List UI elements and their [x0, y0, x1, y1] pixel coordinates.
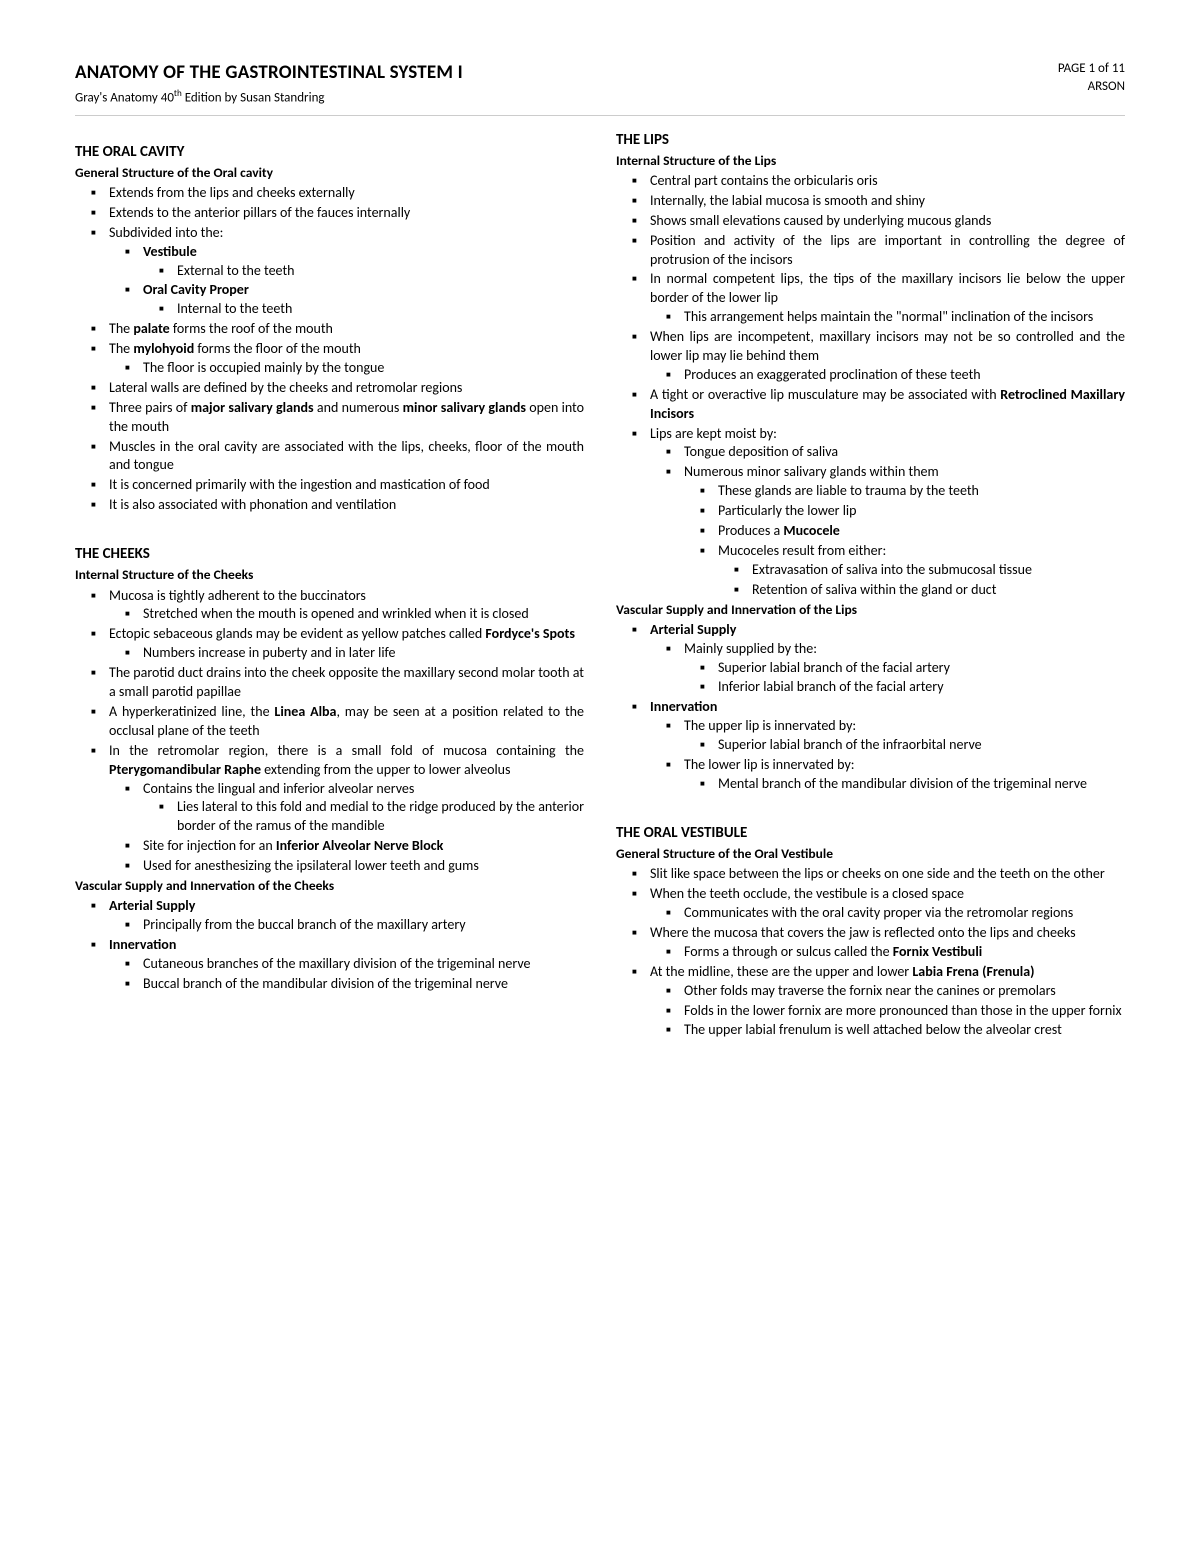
list-item: Folds in the lower fornix are more prono… — [650, 1002, 1125, 1021]
list-item: Mucoceles result from either: Extravasat… — [684, 542, 1125, 600]
list-item: Numbers increase in puberty and in later… — [109, 644, 584, 663]
list-item: The mylohyoid forms the floor of the mou… — [75, 340, 584, 378]
list-item: Extravasation of saliva into the submuco… — [718, 561, 1125, 580]
list-item: Particularly the lower lip — [684, 502, 1125, 521]
list-item: Tongue deposition of saliva — [650, 443, 1125, 462]
page-header: ANATOMY OF THE GASTROINTESTINAL SYSTEM I… — [75, 60, 1125, 116]
content-columns: THE ORAL CAVITY General Structure of the… — [75, 130, 1125, 1048]
list-item: Used for anesthesizing the ipsilateral l… — [109, 857, 584, 876]
list-item: Muscles in the oral cavity are associate… — [75, 438, 584, 476]
list-item: Shows small elevations caused by underly… — [616, 212, 1125, 231]
list-lips-vascular: Arterial Supply Mainly supplied by the: … — [616, 621, 1125, 794]
list-item: Position and activity of the lips are im… — [616, 232, 1125, 270]
list-item: The parotid duct drains into the cheek o… — [75, 664, 584, 702]
section-lips: THE LIPS — [616, 130, 1125, 150]
list-item: The upper labial frenulum is well attach… — [650, 1021, 1125, 1040]
list-item: Principally from the buccal branch of th… — [109, 916, 584, 935]
list-item: Where the mucosa that covers the jaw is … — [616, 924, 1125, 962]
subhead-oral-vestibule: General Structure of the Oral Vestibule — [616, 845, 1125, 863]
list-item: This arrangement helps maintain the "nor… — [650, 308, 1125, 327]
list-item: Lateral walls are defined by the cheeks … — [75, 379, 584, 398]
subhead-oral-cavity: General Structure of the Oral cavity — [75, 164, 584, 182]
section-oral-cavity: THE ORAL CAVITY — [75, 142, 584, 162]
document-subtitle: Gray's Anatomy 40th Edition by Susan Sta… — [75, 88, 463, 107]
list-item: The palate forms the roof of the mouth — [75, 320, 584, 339]
list-item: Produces a Mucocele — [684, 522, 1125, 541]
list-item: Other folds may traverse the fornix near… — [650, 982, 1125, 1001]
list-item: Innervation The upper lip is innervated … — [616, 698, 1125, 793]
list-item: Ectopic sebaceous glands may be evident … — [75, 625, 584, 663]
list-cheeks-vascular: Arterial Supply Principally from the buc… — [75, 897, 584, 993]
list-cheeks: Mucosa is tightly adherent to the buccin… — [75, 587, 584, 876]
list-item: These glands are liable to trauma by the… — [684, 482, 1125, 501]
list-item: Arterial Supply Principally from the buc… — [75, 897, 584, 935]
list-item: Vestibule External to the teeth — [109, 243, 584, 281]
subhead-lips-internal: Internal Structure of the Lips — [616, 152, 1125, 170]
list-item: It is concerned primarily with the inges… — [75, 476, 584, 495]
subhead-cheeks-internal: Internal Structure of the Cheeks — [75, 566, 584, 584]
header-left: ANATOMY OF THE GASTROINTESTINAL SYSTEM I… — [75, 60, 463, 107]
list-item: It is also associated with phonation and… — [75, 496, 584, 515]
list-item: Retention of saliva within the gland or … — [718, 581, 1125, 600]
list-oral-cavity: Extends from the lips and cheeks externa… — [75, 184, 584, 515]
list-item: Numerous minor salivary glands within th… — [650, 463, 1125, 599]
list-item: Contains the lingual and inferior alveol… — [109, 780, 584, 837]
list-item: Three pairs of major salivary glands and… — [75, 399, 584, 437]
list-item: Central part contains the orbicularis or… — [616, 172, 1125, 191]
list-item: Mental branch of the mandibular division… — [684, 775, 1125, 794]
list-item: Communicates with the oral cavity proper… — [650, 904, 1125, 923]
list-item: Extends to the anterior pillars of the f… — [75, 204, 584, 223]
list-item: Superior labial branch of the infraorbit… — [684, 736, 1125, 755]
section-cheeks: THE CHEEKS — [75, 544, 584, 564]
list-item: Mainly supplied by the: Superior labial … — [650, 640, 1125, 698]
list-item: Oral Cavity Proper Internal to the teeth — [109, 281, 584, 319]
list-item: The floor is occupied mainly by the tong… — [109, 359, 584, 378]
header-right: PAGE 1 of 11 ARSON — [1058, 60, 1125, 95]
list-item: A hyperkeratinized line, the Linea Alba,… — [75, 703, 584, 741]
subhead-lips-vascular: Vascular Supply and Innervation of the L… — [616, 601, 1125, 619]
subhead-cheeks-vascular: Vascular Supply and Innervation of the C… — [75, 877, 584, 895]
section-oral-vestibule: THE ORAL VESTIBULE — [616, 823, 1125, 843]
list-item: Internal to the teeth — [143, 300, 584, 319]
list-item: When lips are incompetent, maxillary inc… — [616, 328, 1125, 385]
list-item: Inferior labial branch of the facial art… — [684, 678, 1125, 697]
list-item: Superior labial branch of the facial art… — [684, 659, 1125, 678]
list-item: The lower lip is innervated by: Mental b… — [650, 756, 1125, 794]
page-number: PAGE 1 of 11 — [1058, 60, 1125, 78]
list-item: Arterial Supply Mainly supplied by the: … — [616, 621, 1125, 698]
list-item: The upper lip is innervated by: Superior… — [650, 717, 1125, 755]
list-item: Lips are kept moist by: Tongue depositio… — [616, 425, 1125, 600]
list-item: Forms a through or sulcus called the For… — [650, 943, 1125, 962]
list-item: Cutaneous branches of the maxillary divi… — [109, 955, 584, 974]
list-item: Buccal branch of the mandibular division… — [109, 975, 584, 994]
list-item: Extends from the lips and cheeks externa… — [75, 184, 584, 203]
list-item: When the teeth occlude, the vestibule is… — [616, 885, 1125, 923]
list-item: Internally, the labial mucosa is smooth … — [616, 192, 1125, 211]
document-title: ANATOMY OF THE GASTROINTESTINAL SYSTEM I — [75, 60, 463, 86]
list-item: At the midline, these are the upper and … — [616, 963, 1125, 1041]
list-item: In normal competent lips, the tips of th… — [616, 270, 1125, 327]
list-item: Subdivided into the: Vestibule External … — [75, 224, 584, 319]
list-oral-vestibule: Slit like space between the lips or chee… — [616, 865, 1125, 1040]
list-item: Slit like space between the lips or chee… — [616, 865, 1125, 884]
list-item: Innervation Cutaneous branches of the ma… — [75, 936, 584, 994]
list-item: External to the teeth — [143, 262, 584, 281]
list-item: Mucosa is tightly adherent to the buccin… — [75, 587, 584, 625]
list-item: Lies lateral to this fold and medial to … — [143, 798, 584, 836]
list-item: In the retromolar region, there is a sma… — [75, 742, 584, 876]
list-item: Site for injection for an Inferior Alveo… — [109, 837, 584, 856]
list-lips: Central part contains the orbicularis or… — [616, 172, 1125, 600]
list-item: Stretched when the mouth is opened and w… — [109, 605, 584, 624]
header-code: ARSON — [1058, 78, 1125, 96]
list-item: Produces an exaggerated proclination of … — [650, 366, 1125, 385]
list-item: A tight or overactive lip musculature ma… — [616, 386, 1125, 424]
